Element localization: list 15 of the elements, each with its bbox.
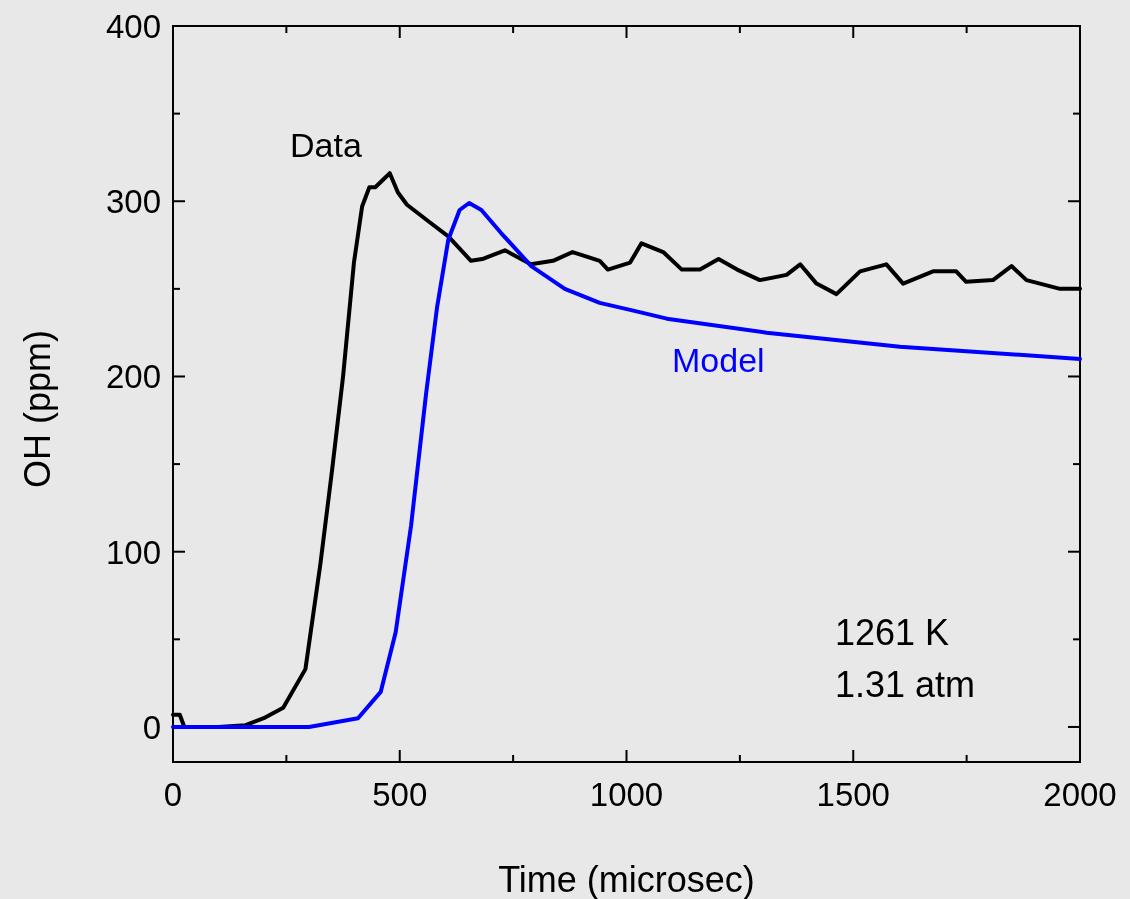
y-tick-label: 300 (105, 183, 161, 221)
annotation: 1261 K (835, 612, 950, 653)
x-tick-label: 500 (372, 776, 428, 813)
y-tick-label: 400 (105, 8, 161, 45)
y-tick-label: 200 (105, 358, 161, 396)
x-tick-label: 1000 (589, 776, 664, 813)
x-axis-title: Time (microsec) (498, 859, 755, 899)
y-axis-title: OH (ppm) (17, 329, 58, 489)
y-tick-label: 100 (105, 533, 161, 571)
series-label: Data (290, 126, 362, 164)
series-label: Model (672, 341, 765, 379)
x-tick-label: 2000 (1043, 776, 1117, 813)
x-tick-label: 1500 (816, 776, 890, 813)
annotation: 1.31 atm (835, 664, 976, 705)
y-tick-label: 0 (142, 708, 161, 746)
